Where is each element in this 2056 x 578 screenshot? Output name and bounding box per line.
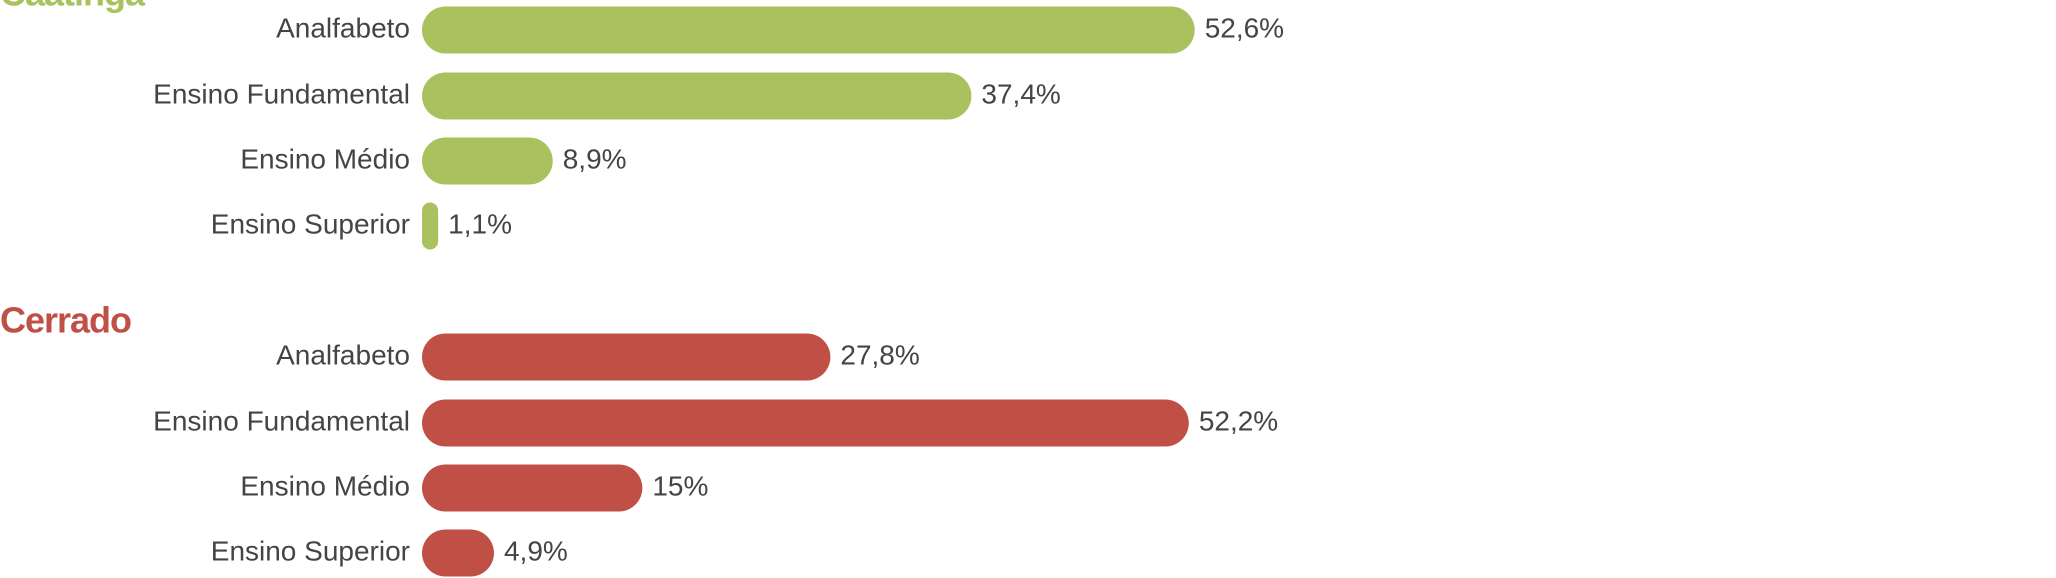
value-label: 4,9% <box>504 535 568 566</box>
bar <box>422 464 643 512</box>
category-label: Ensino Superior <box>211 535 410 566</box>
value-label: 52,2% <box>1199 405 1278 436</box>
category-label: Analfabeto <box>276 12 410 43</box>
category-label: Ensino Fundamental <box>153 78 410 109</box>
category-label: Ensino Superior <box>211 208 410 239</box>
value-label: 15% <box>652 470 708 501</box>
value-label: 1,1% <box>448 208 512 239</box>
bar <box>422 529 494 577</box>
group-title: Caatinga <box>0 0 146 14</box>
value-label: 52,6% <box>1205 12 1284 43</box>
bar <box>422 137 553 185</box>
group-title: Cerrado <box>0 300 131 341</box>
category-label: Ensino Médio <box>240 143 410 174</box>
bar <box>422 72 972 120</box>
value-label: 27,8% <box>840 339 919 370</box>
bar <box>422 202 439 250</box>
bar <box>422 6 1195 54</box>
category-label: Ensino Médio <box>240 470 410 501</box>
category-label: Analfabeto <box>276 339 410 370</box>
bar <box>422 399 1189 447</box>
category-label: Ensino Fundamental <box>153 405 410 436</box>
value-label: 37,4% <box>981 78 1060 109</box>
value-label: 8,9% <box>563 143 627 174</box>
bar <box>422 333 831 381</box>
